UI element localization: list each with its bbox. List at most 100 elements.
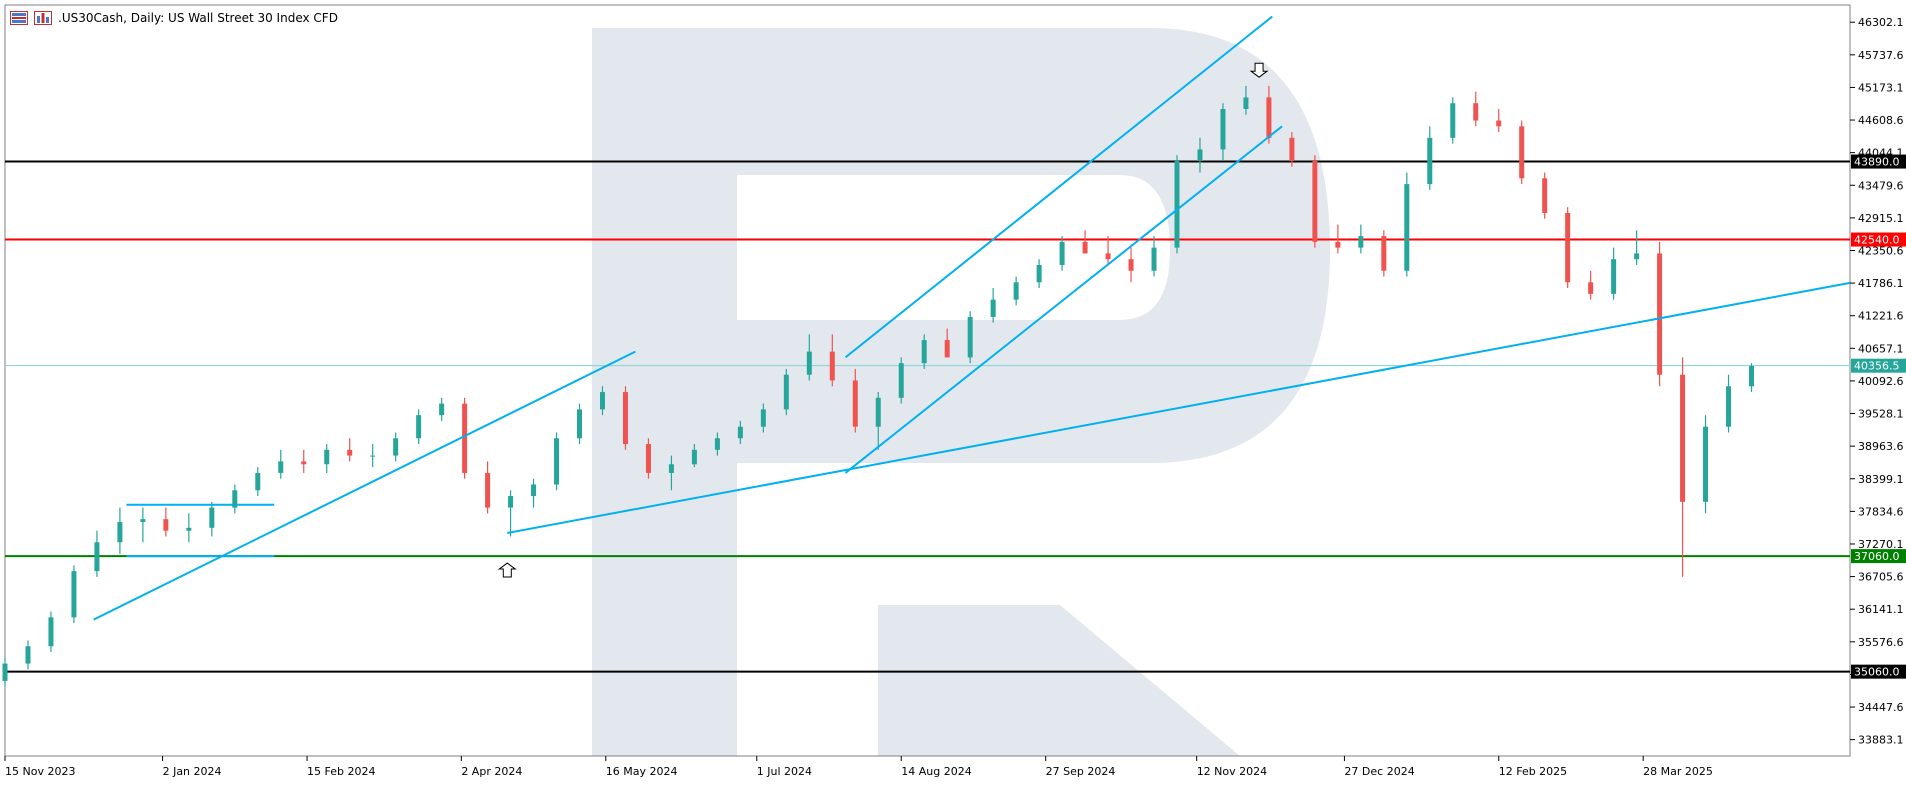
candle: [691, 444, 697, 468]
candle: [301, 449, 307, 473]
candle-body: [737, 426, 743, 439]
x-tick-label: 27 Sep 2024: [1046, 765, 1116, 778]
candle: [1036, 259, 1042, 289]
x-tick-label: 15 Feb 2024: [307, 765, 375, 778]
candle-body: [1174, 160, 1180, 248]
candle-body: [760, 409, 766, 427]
candle-body: [370, 455, 376, 457]
x-tick-label: 28 Mar 2025: [1643, 765, 1713, 778]
candle-body: [577, 409, 583, 439]
candle: [668, 455, 674, 491]
candle: [393, 432, 399, 462]
candle-body: [1588, 282, 1594, 294]
candle: [94, 530, 100, 577]
candle: [1473, 91, 1479, 127]
candle: [1151, 236, 1157, 277]
watermark-leg: [878, 605, 1240, 756]
candle-body: [1427, 137, 1433, 185]
candle-body: [531, 484, 537, 497]
candle: [1588, 270, 1594, 300]
candle-body: [1657, 253, 1663, 375]
candle-body: [1358, 236, 1364, 248]
y-axis: 46302.145737.645173.144608.644044.143479…: [1850, 16, 1904, 747]
x-tick-label: 1 Jul 2024: [757, 765, 812, 778]
candle: [875, 392, 881, 450]
resistance-red-tag: [1851, 232, 1906, 247]
candle: [898, 357, 904, 404]
candle: [347, 438, 353, 462]
current-price-label: 40356.5: [1854, 360, 1900, 373]
candle: [232, 484, 238, 514]
candle: [1519, 120, 1525, 185]
candle-body: [1680, 374, 1686, 502]
candle: [760, 403, 766, 433]
channel-lower: [844, 125, 1283, 474]
candle: [967, 311, 973, 364]
candle-body: [1197, 149, 1203, 161]
candle-body: [94, 542, 100, 572]
chart-header: .US30Cash, Daily: US Wall Street 30 Inde…: [10, 9, 338, 27]
candle-body: [898, 363, 904, 398]
y-tick-label: 42350.6: [1858, 244, 1904, 257]
y-tick-label: 37270.1: [1858, 538, 1904, 551]
peak-down-arrow: [1249, 62, 1269, 78]
candle-body: [554, 438, 560, 485]
x-tick-label: 12 Nov 2024: [1197, 765, 1267, 778]
support-green-tag: [1851, 549, 1906, 564]
x-tick-label: 2 Apr 2024: [461, 765, 522, 778]
candle: [852, 368, 858, 433]
y-tick-label: 43479.6: [1858, 179, 1904, 192]
candle-body: [829, 351, 835, 381]
candle: [1450, 97, 1456, 144]
candle: [1243, 85, 1249, 115]
chart-properties-icon[interactable]: [10, 11, 28, 25]
markers: [497, 62, 1269, 578]
candle: [554, 432, 560, 491]
bar-chart-icon[interactable]: [34, 11, 52, 25]
candle: [439, 397, 445, 421]
candle-body: [1335, 241, 1341, 248]
candle-body: [622, 392, 628, 445]
candle: [508, 490, 514, 537]
chart-title: .US30Cash, Daily: US Wall Street 30 Inde…: [58, 11, 338, 25]
candle: [577, 403, 583, 445]
candle-body: [1013, 282, 1019, 300]
candle-body: [1726, 386, 1732, 427]
candle-body: [1749, 366, 1755, 387]
y-tick-label: 45737.6: [1858, 49, 1904, 62]
candle: [1220, 103, 1226, 161]
candle-body: [117, 522, 123, 543]
resistance-black-upper-label: 43890.0: [1854, 156, 1900, 169]
candle: [1128, 247, 1134, 283]
support-black-lower-label: 35060.0: [1854, 666, 1900, 679]
candle: [714, 432, 720, 456]
x-tick-label: 12 Feb 2025: [1499, 765, 1567, 778]
candle: [1013, 276, 1019, 306]
candle-body: [140, 519, 146, 523]
y-tick-label: 36141.1: [1858, 603, 1904, 616]
candle: [783, 368, 789, 416]
candle: [1657, 241, 1663, 387]
candle: [921, 334, 927, 369]
candle-body: [806, 351, 812, 375]
y-tick-label: 45173.1: [1858, 81, 1904, 94]
candle: [1404, 172, 1410, 277]
channel-upper: [844, 15, 1273, 359]
candle-body: [967, 316, 973, 358]
candle-body: [48, 617, 54, 647]
candle: [1059, 236, 1065, 271]
candle-body: [1289, 137, 1295, 161]
candle-body: [255, 472, 261, 491]
candle-body: [645, 444, 651, 473]
candle: [1335, 224, 1341, 254]
candle-body: [1496, 120, 1502, 127]
candle: [416, 409, 422, 445]
y-tick-label: 42915.1: [1858, 212, 1904, 225]
candle-body: [508, 496, 514, 508]
candle-body: [324, 449, 330, 465]
y-tick-label: 38399.1: [1858, 473, 1904, 486]
candle-body: [439, 403, 445, 416]
x-axis: 15 Nov 2023 2 Jan 2024 15 Feb 2024 2 Apr 20…: [4, 756, 1713, 778]
